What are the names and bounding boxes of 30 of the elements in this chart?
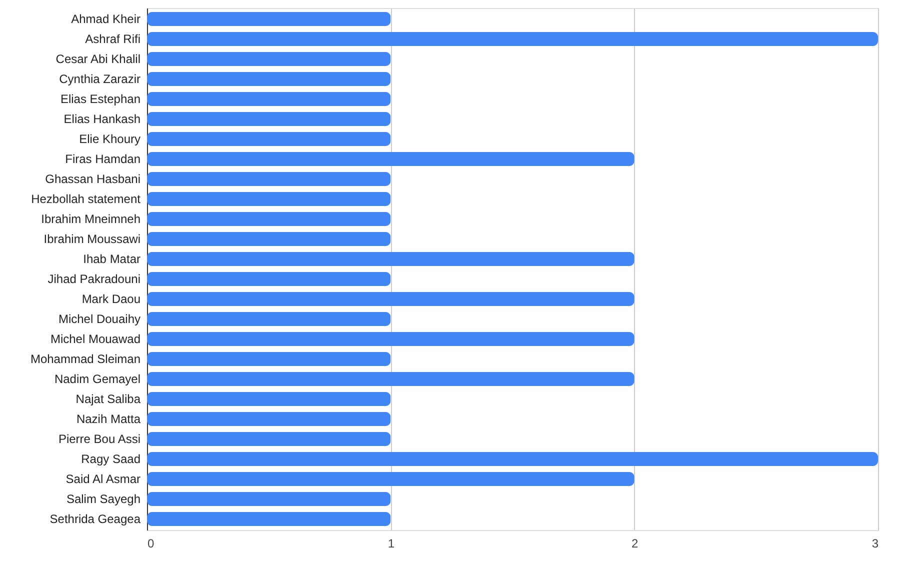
- y-tick-label: Elias Estephan: [60, 92, 140, 106]
- y-tick-label: Mohammad Sleiman: [30, 352, 140, 366]
- x-tick-label: 1: [388, 536, 395, 550]
- y-tick-label: Said Al Asmar: [66, 472, 140, 486]
- y-tick-label: Hezbollah statement: [31, 192, 142, 206]
- y-tick-label: Nazih Matta: [76, 412, 141, 426]
- y-tick-label: Salim Sayegh: [66, 492, 140, 506]
- y-tick-label: Ashraf Rifi: [85, 32, 140, 46]
- y-tick-label: Najat Saliba: [76, 392, 141, 406]
- y-tick-label: Nadim Gemayel: [54, 372, 140, 386]
- y-tick-label: Elias Hankash: [64, 112, 140, 126]
- x-tick-label: 0: [148, 536, 154, 550]
- y-tick-label: Firas Hamdan: [65, 152, 140, 166]
- y-tick-label: Ibrahim Mneimneh: [41, 212, 140, 226]
- y-tick-label: Sethrida Geagea: [50, 512, 141, 526]
- y-tick-label: Michel Douaihy: [58, 312, 140, 326]
- y-tick-label: Pierre Bou Assi: [58, 432, 140, 446]
- y-tick-label: Ihab Matar: [83, 252, 140, 266]
- y-tick-label: Ghassan Hasbani: [45, 172, 140, 186]
- x-tick-label: 2: [631, 536, 638, 550]
- y-tick-label: Ibrahim Moussawi: [44, 232, 140, 246]
- y-tick-label: Ahmad Kheir: [71, 12, 140, 26]
- y-tick-label: Cynthia Zarazir: [59, 72, 140, 86]
- y-tick-label: Cesar Abi Khalil: [56, 52, 140, 66]
- x-tick-label: 3: [872, 536, 879, 550]
- y-tick-label: Jihad Pakradouni: [48, 272, 140, 286]
- y-tick-label: Mark Daou: [82, 292, 140, 306]
- y-tick-label: Ragy Saad: [81, 452, 140, 466]
- y-tick-label: Elie Khoury: [79, 132, 140, 146]
- y-tick-label: Michel Mouawad: [50, 332, 140, 346]
